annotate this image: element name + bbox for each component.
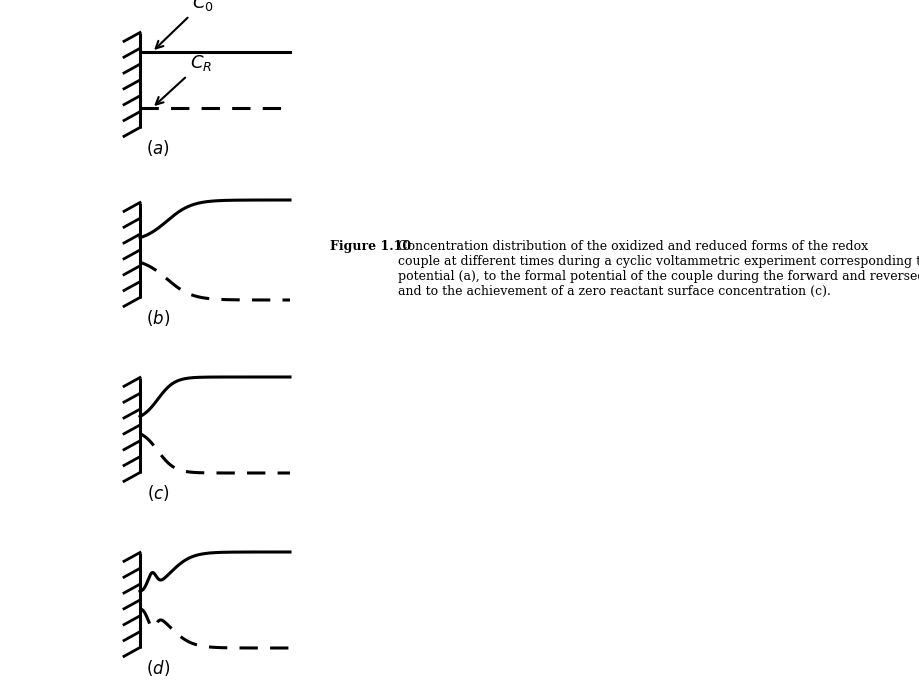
Text: $(d)$: $(d)$ — [146, 658, 170, 678]
Text: $(b)$: $(b)$ — [146, 308, 170, 328]
Text: $C_0$: $C_0$ — [155, 0, 213, 48]
Text: $(a)$: $(a)$ — [146, 138, 170, 158]
Text: Figure 1.10: Figure 1.10 — [330, 240, 411, 253]
Text: Concentration distribution of the oxidized and reduced forms of the redox
couple: Concentration distribution of the oxidiz… — [398, 240, 919, 298]
Text: $C_R$: $C_R$ — [155, 53, 212, 105]
Text: $(c)$: $(c)$ — [146, 483, 169, 503]
